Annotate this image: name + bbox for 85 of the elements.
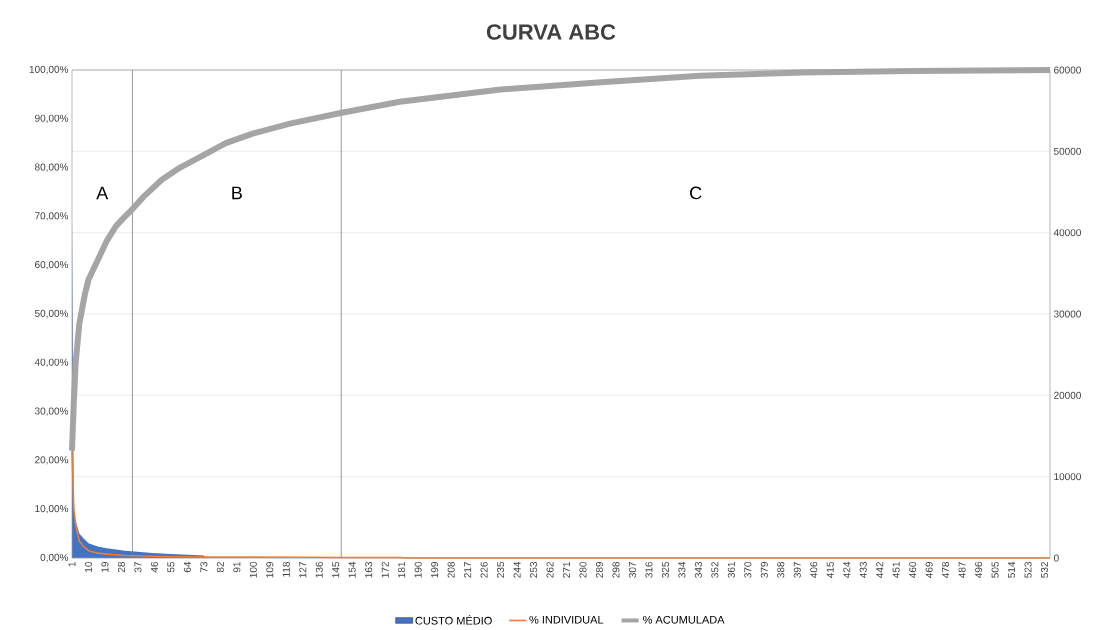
- x-tick-label: 424: [843, 561, 851, 578]
- x-tick-label: 253: [530, 561, 538, 578]
- x-tick-label: 532: [1040, 562, 1049, 578]
- x-tick-label: 91: [233, 562, 241, 573]
- x-tick-label: 154: [348, 561, 356, 578]
- x-tick-label: 487: [958, 562, 966, 578]
- legend-label: CUSTO MÉDIO: [415, 614, 492, 625]
- x-tick-label: 181: [398, 562, 406, 578]
- y2-tick-label: 0: [1053, 554, 1059, 562]
- annotation: A: [96, 186, 109, 200]
- x-tick-label: 10: [84, 561, 93, 572]
- x-tick-label: 19: [101, 562, 109, 572]
- y-tick-label: 10,00%: [35, 505, 69, 514]
- x-tick-label: 64: [183, 561, 191, 573]
- x-tick-label: 118: [282, 561, 290, 577]
- x-tick-label: 136: [315, 561, 323, 578]
- y-tick-label: 100,00%: [29, 65, 69, 75]
- x-tick-label: 226: [480, 561, 488, 578]
- x-tick-label: 388: [777, 561, 785, 578]
- y-tick-label: 30,00%: [34, 407, 69, 416]
- y-tick-label: 50,00%: [34, 309, 69, 319]
- x-tick-label: 262: [546, 562, 554, 578]
- x-tick-label: 298: [612, 561, 620, 578]
- x-tick-label: 415: [826, 561, 834, 578]
- y2-tick-label: 10000: [1054, 473, 1081, 481]
- y-tick-label: 70,00%: [35, 212, 69, 221]
- x-tick-label: 523: [1024, 561, 1032, 578]
- x-tick-label: 514: [1008, 561, 1016, 578]
- y-tick-label: 40,00%: [34, 358, 69, 367]
- y2-tick-label: 60000: [1054, 66, 1081, 74]
- x-tick-label: 406: [810, 561, 818, 578]
- x-tick-label: 505: [991, 561, 999, 578]
- x-tick-label: 73: [200, 561, 208, 573]
- x-tick-label: 343: [694, 561, 702, 578]
- legend-label: % ACUMULADA: [643, 615, 725, 624]
- x-tick-label: 271: [563, 562, 570, 578]
- x-tick-label: 217: [464, 562, 472, 578]
- x-tick-label: 451: [892, 562, 900, 578]
- y2-tick-label: 30000: [1053, 310, 1081, 318]
- x-tick-label: 478: [942, 561, 950, 578]
- x-tick-label: 397: [793, 562, 801, 578]
- x-tick-label: 127: [299, 562, 307, 578]
- x-tick-label: 316: [645, 561, 653, 578]
- x-tick-label: 433: [859, 561, 867, 578]
- x-tick-label: 208: [447, 561, 455, 578]
- y-tick-label: 80,00%: [34, 163, 69, 172]
- x-tick-label: 307: [628, 562, 636, 578]
- x-tick-label: 1: [68, 562, 76, 567]
- x-tick-label: 370: [744, 561, 752, 578]
- x-tick-label: 46: [150, 561, 158, 573]
- x-tick-label: 289: [595, 562, 604, 578]
- x-tick-label: 190: [414, 561, 422, 578]
- annotation: B: [232, 186, 242, 200]
- y-tick-label: 0,00%: [40, 553, 69, 563]
- y-tick-label: 90,00%: [35, 114, 69, 123]
- x-tick-label: 361: [727, 562, 735, 578]
- x-tick-label: 199: [431, 562, 439, 578]
- y-tick-label: 60,00%: [35, 261, 69, 270]
- x-tick-label: 82: [216, 562, 224, 573]
- x-tick-label: 28: [117, 561, 125, 573]
- y2-tick-label: 40000: [1053, 229, 1081, 237]
- x-tick-label: 244: [513, 561, 521, 578]
- x-tick-label: 172: [381, 562, 389, 578]
- y2-tick-label: 20000: [1054, 391, 1081, 399]
- x-tick-label: 100: [249, 561, 257, 578]
- x-tick-label: 352: [711, 562, 719, 578]
- x-tick-label: 280: [579, 561, 587, 578]
- chart-title: CURVA ABC: [486, 24, 616, 40]
- x-tick-label: 460: [909, 561, 917, 578]
- annotation: C: [690, 186, 702, 200]
- x-tick-label: 334: [678, 561, 686, 578]
- x-tick-label: 496: [975, 561, 983, 578]
- legend-label: % INDIVIDUAL: [529, 615, 604, 624]
- x-tick-label: 469: [925, 562, 933, 578]
- x-tick-label: 325: [661, 561, 669, 578]
- x-tick-label: 145: [332, 561, 340, 578]
- y-tick-label: 20,00%: [35, 456, 69, 465]
- y2-tick-label: 50000: [1053, 147, 1081, 155]
- x-tick-label: 109: [266, 562, 274, 578]
- x-tick-label: 379: [760, 562, 768, 578]
- x-tick-label: 37: [134, 562, 142, 573]
- x-tick-label: 235: [497, 561, 505, 578]
- x-tick-label: 55: [167, 561, 175, 573]
- x-tick-label: 163: [365, 561, 373, 578]
- x-tick-label: 442: [876, 562, 884, 578]
